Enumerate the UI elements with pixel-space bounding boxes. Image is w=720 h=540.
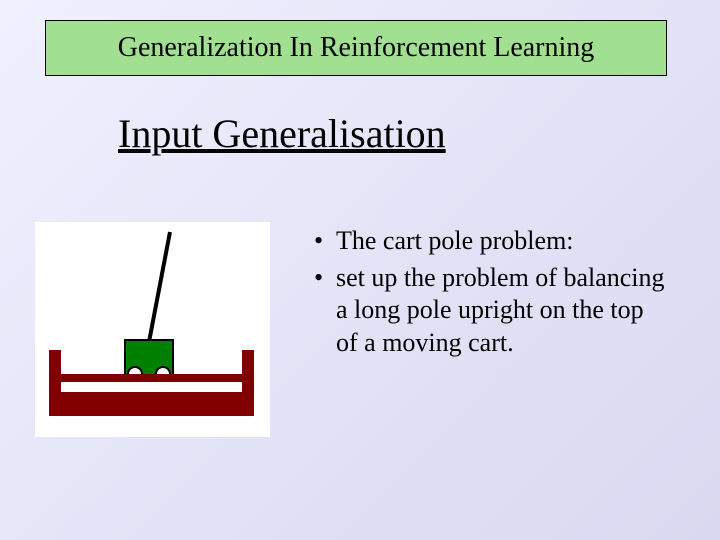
title-box: Generalization In Reinforcement Learning [45, 20, 667, 76]
list-item: The cart pole problem: [336, 225, 670, 258]
track-outer [49, 374, 254, 416]
track-inner [61, 382, 242, 392]
bullet-list: The cart pole problem: set up the proble… [310, 225, 670, 363]
track-post-left [49, 350, 61, 374]
list-item: set up the problem of balancing a long p… [336, 262, 670, 360]
cartpole-svg [35, 222, 270, 437]
page-title: Generalization In Reinforcement Learning [118, 32, 595, 64]
pole-line [149, 232, 170, 342]
subtitle: Input Generalisation [118, 110, 446, 157]
cartpole-diagram [35, 222, 270, 437]
slide: { "header": { "title": "Generalization I… [0, 0, 720, 540]
track-post-right [242, 350, 254, 374]
